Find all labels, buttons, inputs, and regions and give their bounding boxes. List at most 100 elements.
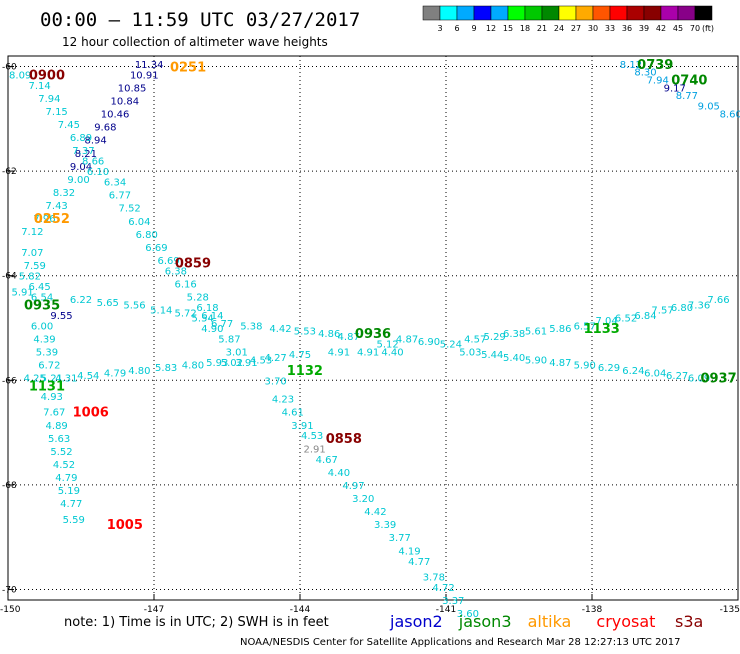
- wave-height-label: 5.90: [574, 361, 596, 372]
- colorbar-swatch: [609, 5, 628, 21]
- wave-height-label: 8.32: [53, 188, 75, 199]
- colorbar-swatch: [558, 5, 577, 21]
- wave-height-label: 5.82: [19, 272, 41, 283]
- wave-height-label: 6.77: [109, 191, 131, 202]
- wave-height-label: 4.42: [364, 507, 386, 518]
- wave-height-label: 4.86: [318, 329, 340, 340]
- legend-s3a: s3a: [675, 612, 703, 631]
- time-label: 1131: [29, 380, 65, 395]
- wave-height-label: 7.36: [688, 300, 710, 311]
- wave-height-label: 11.34: [135, 60, 164, 71]
- y-tick-label: -68: [2, 481, 17, 491]
- grid-layer: [7, 56, 739, 600]
- wave-height-label: 6.38: [503, 329, 525, 340]
- y-tick-label: -64: [2, 272, 17, 282]
- wave-height-label: 9.55: [50, 311, 72, 322]
- colorbar-swatch: [507, 5, 526, 21]
- wave-height-label: 5.19: [58, 486, 80, 497]
- wave-height-label: 4.53: [301, 431, 323, 442]
- colorbar-swatch: [694, 5, 713, 21]
- wave-height-label: 6.69: [157, 256, 179, 267]
- wave-height-label: 10.91: [130, 70, 159, 81]
- wave-height-label: 4.27: [265, 353, 287, 364]
- wave-height-label: 5.86: [549, 324, 571, 335]
- wave-height-label: 6.54: [31, 293, 53, 304]
- wave-height-label: 4.90: [201, 324, 223, 335]
- wave-height-label: 6.09: [688, 374, 710, 385]
- time-label: 0935: [24, 298, 60, 313]
- satellite-legend: jason2 jason3 altika cryosat s3a: [389, 612, 703, 631]
- x-tick-label: -135: [720, 605, 740, 615]
- colorbar-label: 21: [537, 24, 547, 33]
- wave-height-label: 9.17: [664, 83, 686, 94]
- colorbar-label: 24: [554, 24, 564, 33]
- wave-height-label: 6.45: [29, 282, 51, 293]
- colorbar-swatch: [575, 5, 594, 21]
- colorbar-label: 39: [639, 24, 649, 33]
- time-label: 0936: [355, 327, 391, 342]
- wave-height-label: 6.00: [31, 321, 53, 332]
- wave-height-label: 7.14: [29, 81, 51, 92]
- wave-height-label: 6.04: [644, 368, 666, 379]
- colorbar-swatch: [473, 5, 492, 21]
- wave-height-label: 5.39: [36, 348, 58, 359]
- wave-height-label: 7.94: [647, 76, 669, 87]
- wave-height-label: 6.52: [615, 314, 637, 325]
- wave-height-label: 5.72: [175, 308, 197, 319]
- wave-height-label: 4.75: [289, 350, 311, 361]
- x-tick-label: -144: [290, 605, 311, 615]
- x-tick-label: -150: [0, 605, 21, 615]
- wave-height-label: 3.39: [374, 520, 396, 531]
- wave-height-label: 8.77: [676, 91, 698, 102]
- plot-frame: [7, 55, 739, 601]
- wave-height-label: 5.65: [97, 298, 119, 309]
- y-tick-label: -62: [2, 167, 17, 177]
- colorbar-label: 27: [571, 24, 581, 33]
- wave-height-label: 5.44: [481, 350, 503, 361]
- wave-height-label: 4.54: [77, 371, 99, 382]
- wave-height-label: 5.54: [192, 314, 214, 325]
- wave-height-label: 4.91: [328, 348, 350, 359]
- wave-height-label: 4.72: [432, 583, 454, 594]
- colorbar-label: 42: [656, 24, 666, 33]
- wave-height-label: 10.46: [101, 110, 130, 121]
- wave-height-label: 4.53: [250, 355, 272, 366]
- wave-height-label: 3.37: [442, 596, 464, 607]
- wave-height-label: 3.91: [291, 421, 313, 432]
- wave-height-label: 7.15: [46, 107, 68, 118]
- y-tick-label: -70: [2, 586, 17, 596]
- wave-height-label: 5.38: [240, 321, 262, 332]
- colorbar-label: 6: [454, 24, 459, 33]
- wave-height-label: 5.61: [525, 327, 547, 338]
- wave-height-label: 6.69: [145, 243, 167, 254]
- wave-height-label: 8.12: [620, 60, 642, 71]
- wave-height-label: 9.05: [698, 102, 720, 113]
- wave-height-label: 4.23: [272, 395, 294, 406]
- wave-height-label: 6.57: [574, 321, 596, 332]
- wave-height-label: 6.27: [666, 371, 688, 382]
- wave-height-label: 7.59: [24, 261, 46, 272]
- colorbar-swatch: [677, 5, 696, 21]
- time-label: 0900: [29, 68, 65, 83]
- wave-height-label: 4.25: [24, 374, 46, 385]
- time-label: 1006: [73, 406, 109, 421]
- wave-height-label: 4.80: [182, 361, 204, 372]
- wave-height-label: 9.68: [94, 123, 116, 134]
- wave-height-label: 5.03: [459, 348, 481, 359]
- wave-height-label: 6.10: [87, 167, 109, 178]
- wave-height-label: 5.52: [50, 447, 72, 458]
- wave-height-label: 4.89: [46, 421, 68, 432]
- wave-height-label: 5.21: [41, 374, 63, 385]
- wave-height-label: 5.87: [218, 334, 240, 345]
- note-text: note: 1) Time is in UTC; 2) SWH is in fe…: [64, 615, 329, 630]
- colorbar-label: 36: [622, 24, 632, 33]
- chart-subtitle: 12 hour collection of altimeter wave hei…: [62, 35, 328, 49]
- wave-height-label: 3.60: [457, 609, 479, 620]
- time-labels: 0900 0251 0252 0859 0935 1131 1006 1005 0936 1132…: [24, 58, 737, 533]
- wave-height-label: 6.16: [175, 280, 197, 291]
- wave-height-label: 6.34: [104, 178, 126, 189]
- colorbar-swatch: [456, 5, 475, 21]
- colorbar-label: 70: [690, 24, 700, 33]
